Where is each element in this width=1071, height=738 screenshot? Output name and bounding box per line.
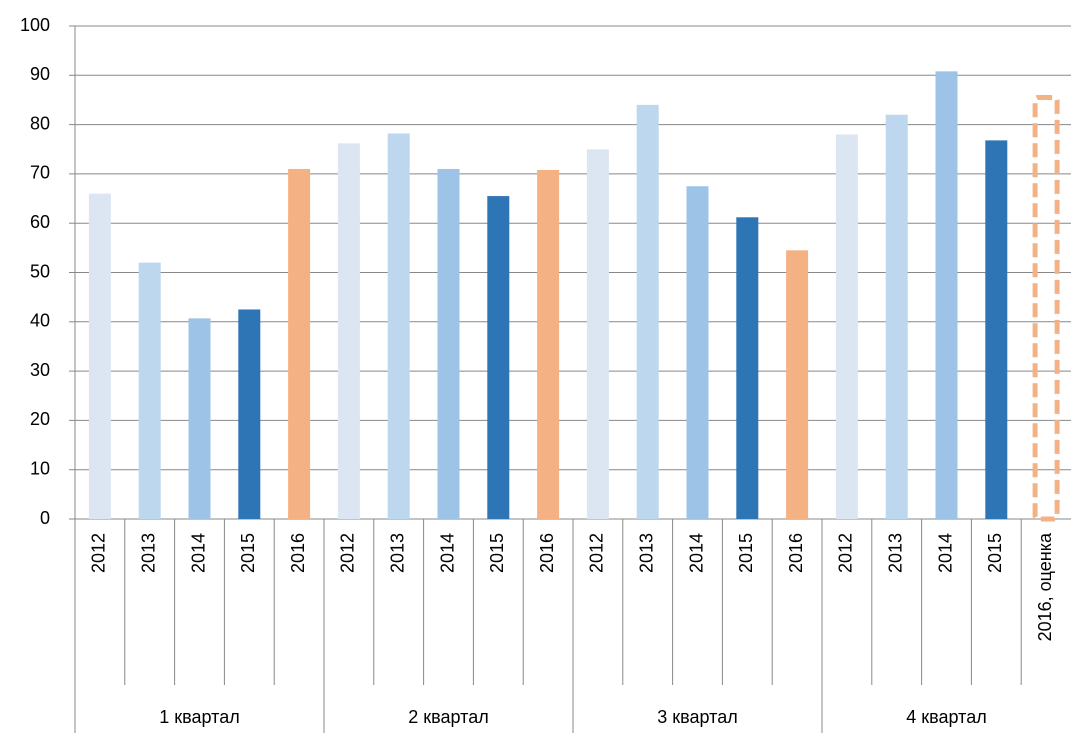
bar [437, 168, 460, 519]
y-tick-label: 50 [30, 261, 50, 281]
bar [537, 169, 560, 519]
bar [935, 71, 958, 519]
y-tick-label: 100 [20, 15, 50, 35]
y-tick-label: 90 [30, 64, 50, 84]
bar [238, 309, 261, 519]
bar [885, 114, 908, 520]
x-tick-label: 2014 [188, 533, 208, 573]
bar [487, 196, 510, 519]
x-tick-label: 2016 [537, 533, 557, 573]
bar [188, 318, 211, 519]
x-tick-label: 2014 [686, 533, 706, 573]
x-tick-label: 2013 [387, 533, 407, 573]
x-tick-label: 2013 [138, 533, 158, 573]
bar [387, 133, 410, 519]
x-tick-label: 2016 [786, 533, 806, 573]
x-tick-label: 2012 [89, 533, 109, 573]
y-tick-label: 30 [30, 360, 50, 380]
bar [835, 134, 858, 519]
y-tick-label: 70 [30, 163, 50, 183]
bar [985, 140, 1008, 519]
x-tick-label: 2013 [636, 533, 656, 573]
x-tick-label: 2015 [985, 533, 1005, 573]
group-label: 3 квартал [657, 707, 737, 727]
bar [786, 250, 809, 519]
x-tick-label: 2015 [238, 533, 258, 573]
x-tick-label: 2014 [437, 533, 457, 573]
x-tick-label: 2012 [836, 533, 856, 573]
x-tick-label: 2013 [885, 533, 905, 573]
group-label: 2 квартал [408, 707, 488, 727]
x-tick-label: 2014 [935, 533, 955, 573]
x-tick-label: 2012 [587, 533, 607, 573]
y-tick-label: 60 [30, 212, 50, 232]
group-label: 4 квартал [906, 707, 986, 727]
y-tick-label: 0 [40, 508, 50, 528]
x-tick-label: 2012 [338, 533, 358, 573]
group-label: 1 квартал [159, 707, 239, 727]
bar-estimate [1032, 94, 1060, 522]
bar [337, 143, 360, 520]
bar [636, 104, 659, 519]
y-tick-label: 80 [30, 113, 50, 133]
bar [88, 193, 111, 519]
bar [686, 186, 709, 519]
x-tick-label: 2016, оценка [1035, 532, 1055, 641]
bar [586, 149, 609, 519]
y-tick-label: 40 [30, 311, 50, 331]
x-tick-label: 2016 [288, 533, 308, 573]
bar [288, 168, 311, 519]
x-tick-label: 2015 [487, 533, 507, 573]
x-tick-label: 2015 [736, 533, 756, 573]
bar [138, 262, 161, 519]
y-tick-label: 20 [30, 409, 50, 429]
bar [736, 217, 759, 519]
y-tick-label: 10 [30, 458, 50, 478]
